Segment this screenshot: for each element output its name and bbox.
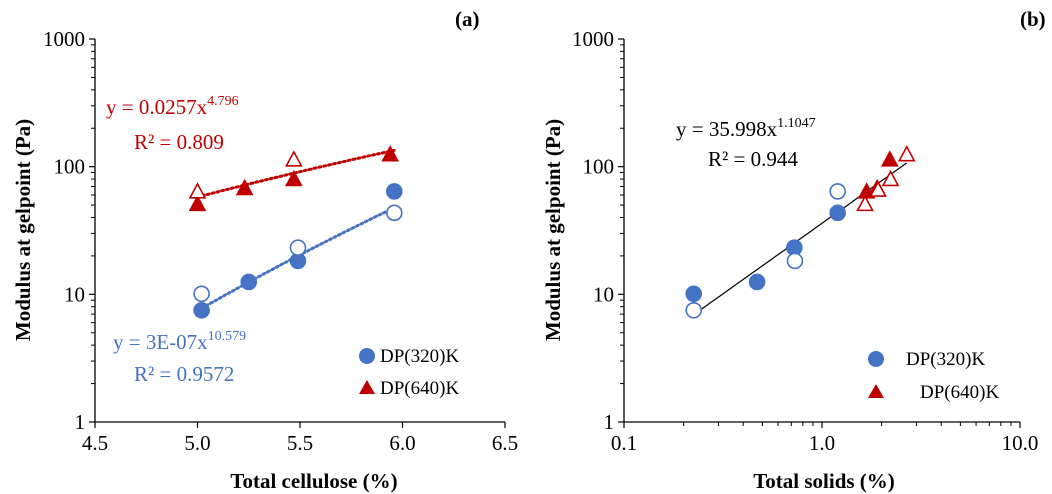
triangle-point-filled-a [188,194,207,212]
trend-eq-dp320-a: y = 3E-07x10.579 [113,329,246,354]
triangle-point-open-b [897,145,916,162]
legend-marker-dp640-b [868,384,884,398]
y-tick-label-b: 1000 [572,27,614,51]
legend-label-dp320-a: DP(320)K [380,346,459,367]
y-tick-label-b: 1 [604,410,615,434]
y-axis-title-b: Modulus at gelpoint (Pa) [541,119,565,341]
chart-panel-a: 1 10 100 1000 4.5 5.0 5.5 6.0 6.5 (a) Total cell… [11,7,518,493]
circle-point-filled-a [193,301,210,319]
trendline-a-1 [196,148,396,199]
x-tick-label-a: 4.5 [82,431,108,455]
trend-eq-dp640-a: y = 0.0257x4.796 [106,94,239,119]
legend-label-dp640-a: DP(640)K [380,378,459,399]
legend-b: DP(320)K DP(640)K [868,349,999,403]
marks-a [188,145,403,319]
y-tick-label-b: 100 [583,155,615,179]
triangle-point-filled-a [235,178,254,196]
triangle-point-open-b [881,169,900,187]
trend-r2-b: R² = 0.944 [708,147,798,171]
triangle-point-open-a [188,182,207,199]
triangle-point-open-a [285,150,303,167]
panel-label-a: (a) [455,7,480,31]
triangle-point-filled-b [880,150,899,167]
x-tick-label-b: 10.0 [1002,431,1039,455]
trend-eq-b: y = 35.998x1.1047 [676,116,816,141]
legend-a: DP(320)K DP(640)K [359,346,459,399]
x-tick-label-a: 5.5 [287,431,313,455]
circle-point-open-b [685,301,703,319]
trendline-b-0 [693,162,908,316]
circle-point-open-a [193,285,210,303]
circle-point-open-b [829,183,846,200]
legend-label-dp640-b: DP(640)K [920,382,999,403]
triangle-point-filled-a [285,169,303,187]
circle-point-filled-b [685,285,703,303]
trend-r2-dp640-a: R² = 0.809 [134,130,224,154]
triangle-point-filled-a [381,145,400,162]
circle-point-open-a [289,239,307,256]
legend-marker-dp640-a [359,380,375,394]
x-tick-label-a: 6.5 [492,431,518,455]
marks-b [685,145,916,319]
y-tick-label-a: 1000 [43,27,85,51]
x-tick-label-b: 0.1 [611,431,637,455]
legend-marker-dp320-a [359,348,375,364]
x-axis-title-b: Total solids (%) [753,469,895,493]
circle-point-open-b [786,252,804,270]
circle-point-filled-b [748,273,766,291]
x-axis-title-a: Total cellulose (%) [230,469,397,493]
triangle-point-open-b [856,194,874,212]
x-tick-label-a: 6.0 [389,431,415,455]
y-axis-title-a: Modulus at gelpoint (Pa) [11,119,35,341]
circle-point-filled-b [829,204,846,222]
circle-point-filled-a [240,273,258,291]
circle-point-open-a [385,204,403,222]
x-tick-label-b: 1.0 [809,431,835,455]
y-tick-label-b: 10 [593,282,614,306]
legend-label-dp320-b: DP(320)K [906,349,985,370]
axes-b: 1 10 100 1000 0.1 1.0 10.0 [572,27,1038,455]
chart-panel-b: 1 10 100 1000 0.1 1.0 10.0 (b) Total solids (%… [541,7,1046,493]
y-tick-label-a: 100 [54,155,86,179]
x-tick-label-a: 5.0 [184,431,210,455]
trend-r2-dp320-a: R² = 0.9572 [134,362,234,386]
triangle-point-open-b [869,180,887,197]
y-tick-label-a: 10 [64,282,85,306]
circle-point-filled-a [385,183,403,200]
y-tick-label-a: 1 [75,410,86,434]
panel-label-b: (b) [1020,7,1046,31]
legend-marker-dp320-b [868,351,884,367]
axes-a: 1 10 100 1000 4.5 5.0 5.5 6.0 6.5 [43,27,518,455]
